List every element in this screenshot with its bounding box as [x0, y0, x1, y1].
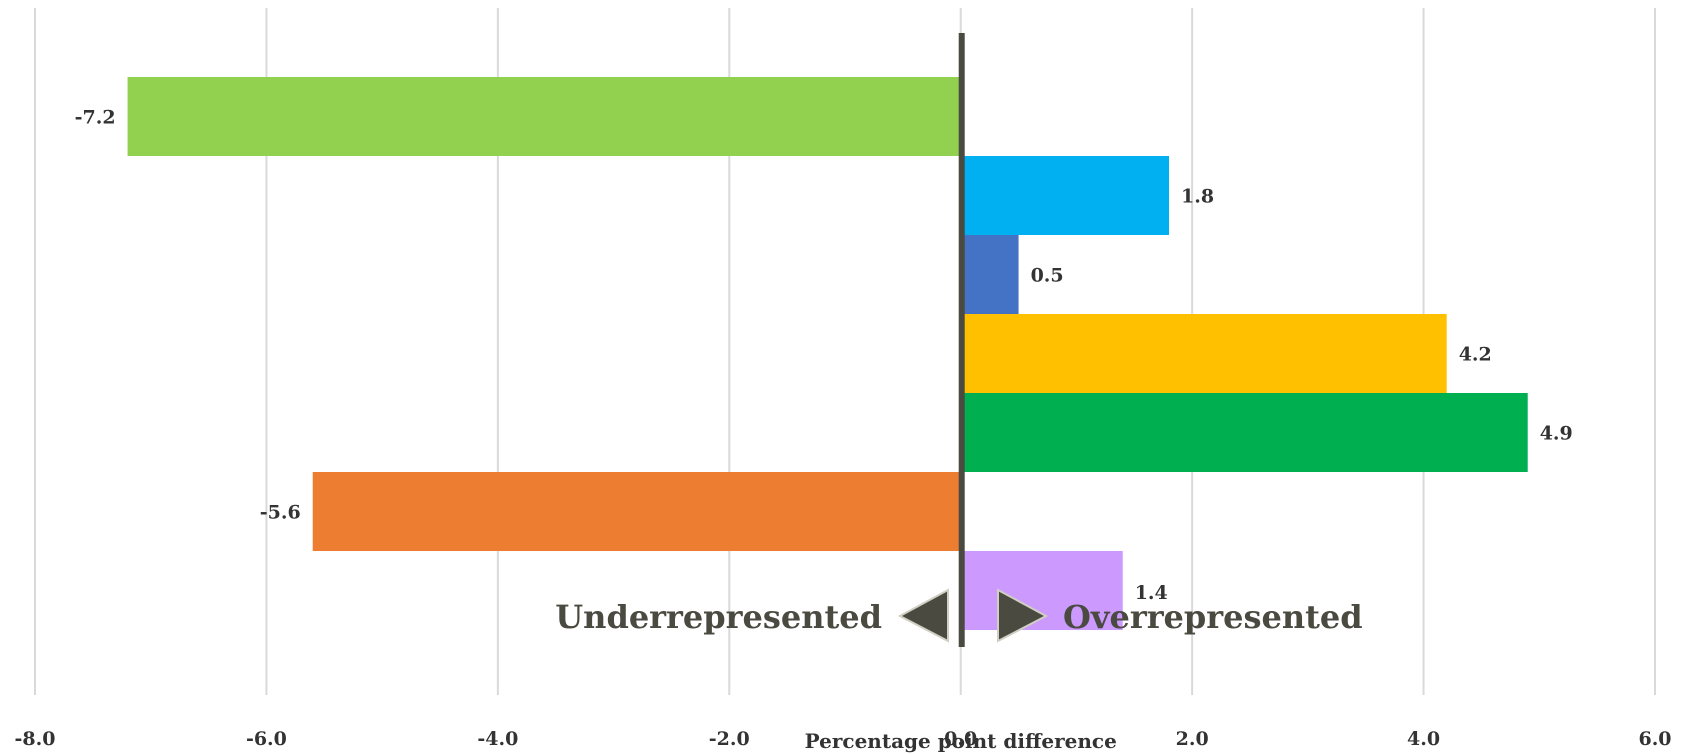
data-label: 1.8 — [1181, 186, 1214, 208]
bar — [960, 314, 1447, 393]
x-tick-label: -6.0 — [246, 728, 287, 750]
x-tick-labels: -8.0 -6.0 -4.0 -2.0 0.0 2.0 4.0 6.0 — [15, 728, 1672, 750]
x-axis-title: Percentage point difference — [805, 729, 1117, 753]
annotations: Underrepresented Overrepresented — [555, 588, 1363, 643]
overrepresented-label: Overrepresented — [1063, 598, 1363, 636]
data-label: 4.9 — [1540, 423, 1573, 445]
bars — [127, 77, 1528, 630]
x-tick-label: 2.0 — [1176, 728, 1209, 750]
x-tick-label: -2.0 — [709, 728, 750, 750]
data-label: 0.5 — [1031, 265, 1064, 287]
underrepresented-label: Underrepresented — [555, 598, 882, 636]
data-label: -5.6 — [260, 502, 301, 524]
x-tick-label: 6.0 — [1638, 728, 1671, 750]
x-tick-label: 0.0 — [944, 728, 977, 750]
x-tick-label: -4.0 — [477, 728, 518, 750]
data-label: 4.2 — [1459, 344, 1492, 366]
right-arrow-icon — [997, 588, 1049, 643]
bar — [127, 77, 961, 156]
data-label: -7.2 — [75, 107, 116, 129]
bar — [960, 235, 1019, 314]
x-tick-label: 4.0 — [1407, 728, 1440, 750]
data-labels: -7.2 1.8 0.5 4.2 4.9 -5.6 1.4 — [75, 107, 1573, 605]
left-arrow-icon — [897, 588, 949, 643]
bar — [960, 156, 1169, 235]
data-label: 1.4 — [1135, 582, 1168, 604]
x-tick-label: -8.0 — [15, 728, 56, 750]
bar — [960, 393, 1528, 472]
bar — [312, 472, 961, 551]
